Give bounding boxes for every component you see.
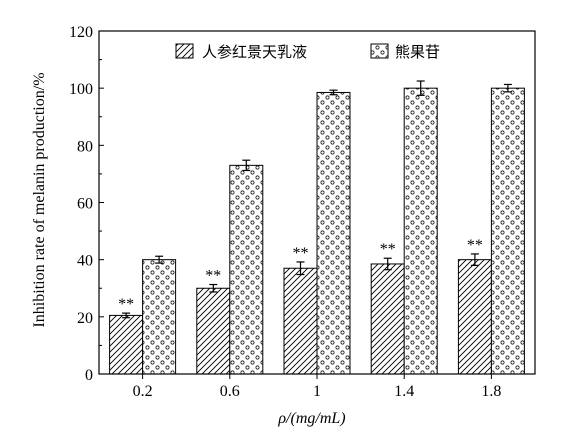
axes-layer: 0.2 0.6 1 1.4 1.8 0 20 40 60 80 100 120 — [69, 24, 536, 400]
legend-label-series-2: 熊果苷 — [395, 43, 440, 61]
x-tick-label-1.8: 1.8 — [481, 383, 501, 400]
y-tick-label-100: 100 — [69, 81, 93, 98]
legend-swatch-series-1 — [175, 43, 194, 59]
bar-series-2-0.2 — [142, 259, 177, 375]
error-bar-series-2-1 — [329, 89, 338, 96]
bar-series-1-1 — [283, 267, 318, 375]
bar-series-1-0.6 — [196, 287, 231, 375]
y-tick-label-0: 0 — [85, 367, 93, 384]
y-tick-label-60: 60 — [77, 196, 93, 213]
y-tick-label-40: 40 — [77, 253, 93, 270]
error-bar-series-1-1 — [296, 261, 305, 276]
error-bar-series-2-1.8 — [503, 83, 512, 93]
legend-swatch-series-2 — [370, 43, 389, 59]
bars-layer: ** ** ** ** ** — [109, 80, 525, 375]
bar-series-1-1.4 — [370, 263, 405, 375]
legend: 人参红景天乳液 熊果苷 — [175, 43, 440, 61]
error-bar-series-1-0.2 — [122, 312, 131, 319]
x-tick-label-1.4: 1.4 — [394, 383, 414, 400]
bar-series-1-0.2 — [109, 314, 144, 375]
bar-series-2-1 — [316, 91, 351, 375]
bar-series-2-1.8 — [490, 87, 525, 375]
significance-label-1.8: ** — [467, 237, 483, 254]
error-bar-series-1-0.6 — [209, 283, 218, 293]
y-tick-label-80: 80 — [77, 138, 93, 155]
x-tick-label-0.6: 0.6 — [220, 383, 240, 400]
legend-label-series-1: 人参红景天乳液 — [202, 43, 307, 61]
bar-series-2-0.6 — [229, 164, 264, 375]
error-bar-series-1-1.4 — [383, 257, 392, 271]
y-tick-label-120: 120 — [69, 24, 93, 41]
significance-label-0.2: ** — [118, 296, 134, 313]
error-bar-series-2-0.2 — [155, 255, 164, 264]
error-bar-series-2-0.6 — [242, 159, 251, 172]
plot-frame — [98, 30, 536, 375]
bar-series-2-1.4 — [403, 87, 438, 375]
bar-series-1-1.8 — [457, 259, 492, 375]
significance-label-1.4: ** — [380, 241, 396, 258]
y-axis-label: Inhibition rate of melanin production/% — [31, 72, 48, 327]
significance-label-1: ** — [293, 245, 309, 262]
y-tick-label-20: 20 — [77, 310, 93, 327]
x-axis-label: ρ/(mg/mL) — [277, 410, 345, 427]
error-bar-series-2-1.4 — [416, 80, 425, 96]
error-bar-series-1-1.8 — [470, 253, 479, 266]
significance-label-0.6: ** — [205, 268, 221, 285]
x-tick-label-1: 1 — [313, 383, 321, 400]
x-tick-label-0.2: 0.2 — [133, 383, 153, 400]
